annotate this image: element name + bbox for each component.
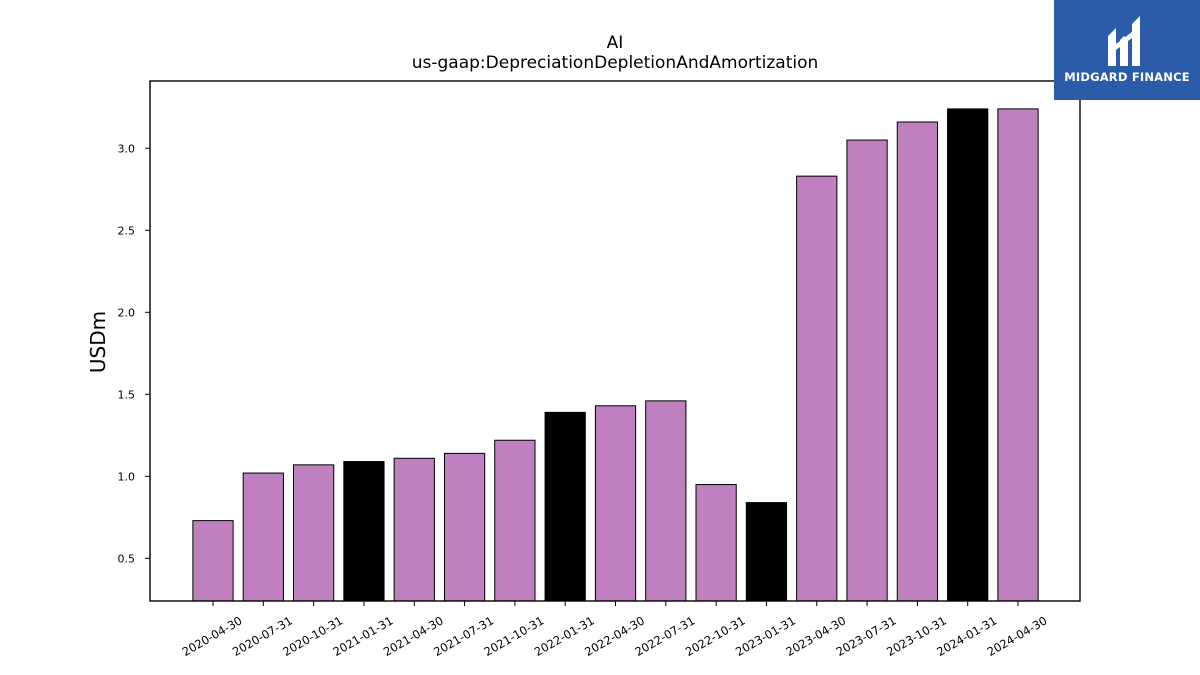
- bar-2021-07-31: [443, 452, 486, 602]
- bar-2020-10-31: [293, 464, 335, 602]
- bar-2021-01-31: [343, 461, 385, 602]
- bar-2020-04-30: [192, 520, 234, 602]
- bar-2023-10-31: [896, 121, 938, 602]
- y-tick-label: 3.0: [118, 142, 136, 155]
- bars: [192, 108, 1039, 602]
- bar-2023-01-31: [745, 502, 788, 602]
- midgard-finance-logo: MIDGARD FINANCE: [1054, 0, 1200, 100]
- chart-title: AI: [607, 33, 624, 53]
- logo-text: MIDGARD FINANCE: [1064, 70, 1190, 84]
- x-axis: 2020-04-302020-07-312020-10-312021-01-31…: [180, 601, 1050, 659]
- y-tick-label: 2.5: [118, 224, 136, 237]
- y-axis-label: USDm: [86, 311, 110, 373]
- midgard-logo-icon: [1108, 16, 1140, 66]
- bar-2022-01-31: [544, 411, 586, 602]
- y-tick-label: 1.5: [118, 388, 136, 401]
- bar-2022-10-31: [695, 484, 737, 602]
- bar-2022-07-31: [645, 400, 687, 602]
- bar-2022-04-30: [594, 405, 637, 602]
- bar-2021-04-30: [393, 457, 435, 602]
- bar-2023-07-31: [846, 139, 888, 602]
- y-tick-label: 2.0: [118, 306, 136, 319]
- y-tick-label: 0.5: [118, 552, 136, 565]
- bar-2024-04-30: [997, 108, 1039, 602]
- y-tick-label: 1.0: [118, 470, 136, 483]
- bar-2023-04-30: [796, 175, 838, 602]
- bar-2020-07-31: [242, 472, 284, 602]
- bar-2024-01-31: [947, 108, 989, 602]
- chart-subtitle: us-gaap:DepreciationDepletionAndAmortiza…: [412, 53, 819, 73]
- bar-2021-10-31: [494, 439, 536, 602]
- plot-frame: [149, 80, 1081, 602]
- y-axis: 0.5 1.0 1.5 2.0 2.5 3.0: [118, 142, 150, 565]
